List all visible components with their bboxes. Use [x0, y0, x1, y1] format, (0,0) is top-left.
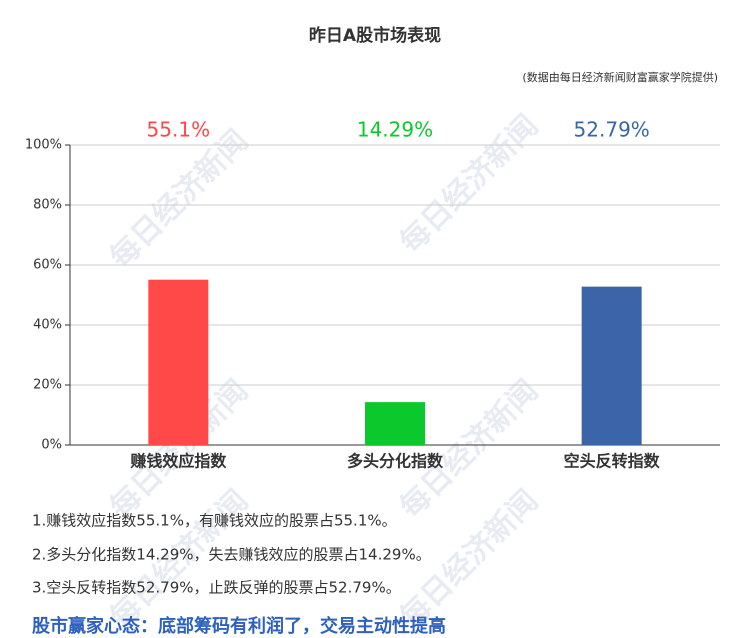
x-tick-label: 空头反转指数 — [564, 452, 661, 471]
bar — [148, 279, 209, 445]
bar — [581, 286, 642, 445]
x-tick-label: 多头分化指数 — [347, 452, 444, 471]
value-label: 52.79% — [574, 118, 650, 142]
watermark: 每日经济新闻 — [103, 123, 255, 275]
y-tick-label: 80% — [33, 198, 62, 213]
plot: 0% 20% 40% 60% 80% 100% 赚钱效应指数 55.1% 多头分化指数 14.29… — [25, 118, 720, 471]
note: 1.赚钱效应指数55.1%，有赚钱效应的股票占55.1%。 — [32, 512, 397, 530]
value-label: 55.1% — [147, 118, 211, 142]
chart-subtitle: (数据由每日经济新闻财富赢家学院提供) — [522, 70, 718, 84]
note: 2.多头分化指数14.29%，失去赚钱效应的股票占14.29%。 — [32, 546, 431, 564]
y-tick-label: 0% — [41, 438, 62, 453]
value-label: 14.29% — [357, 118, 433, 142]
bar — [365, 402, 425, 445]
y-tick-label: 20% — [33, 378, 62, 393]
note: 3.空头反转指数52.79%，止跌反弹的股票占52.79%。 — [32, 579, 401, 597]
x-tick-label: 赚钱效应指数 — [129, 452, 227, 471]
y-tick-label: 40% — [33, 318, 62, 333]
y-tick-label: 60% — [33, 258, 62, 273]
headline: 股市赢家心态：底部筹码有利润了，交易主动性提高 — [31, 615, 446, 637]
chart-title: 昨日A股市场表现 — [309, 25, 441, 46]
y-tick-label: 100% — [25, 138, 62, 153]
